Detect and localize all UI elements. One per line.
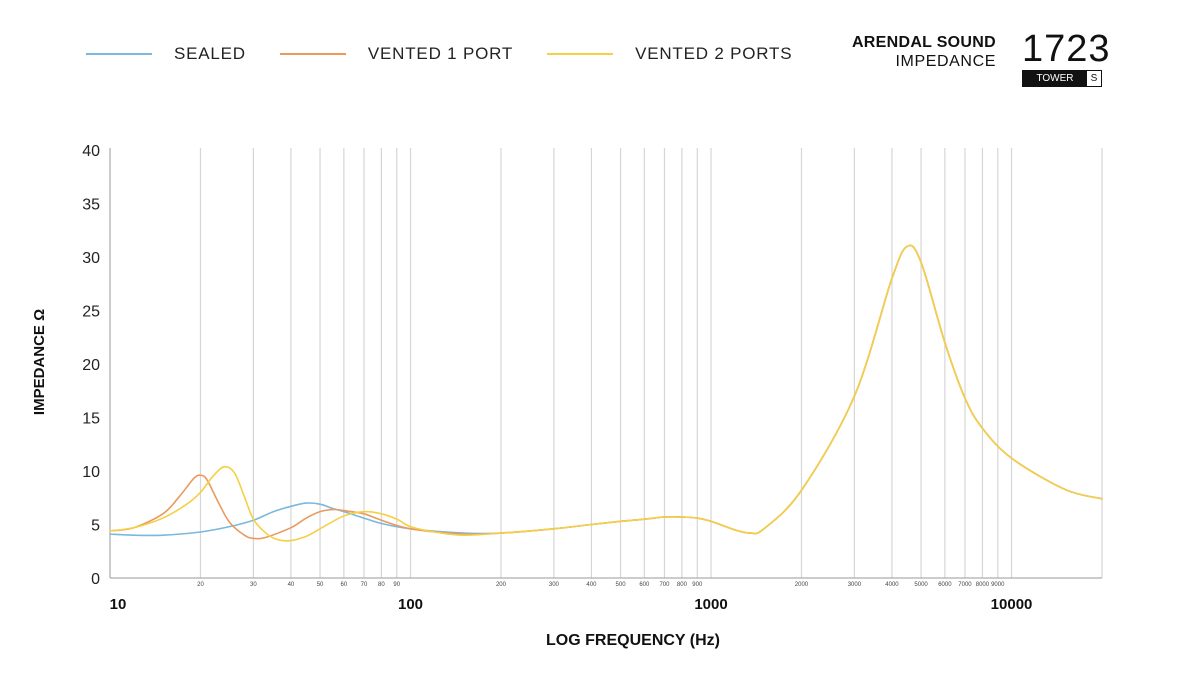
x-major-tick-label-100: 100 [398,596,423,613]
legend-swatch-vented-2-ports [547,53,614,55]
x-minor-tick-label-70: 70 [361,582,368,588]
x-major-tick-label-10: 10 [110,596,127,613]
x-minor-tick-label-6000: 6000 [938,582,952,588]
x-major-tick-label-1000: 1000 [694,596,727,613]
model-tag-s: S [1087,71,1101,86]
x-minor-tick-label-200: 200 [496,582,507,588]
y-tick-label-20: 20 [82,357,100,374]
x-minor-tick-label-9000: 9000 [991,582,1005,588]
x-major-tick-label-10000: 10000 [991,596,1033,613]
x-minor-tick-label-5000: 5000 [914,582,928,588]
data-series [109,244,1103,542]
x-minor-tick-label-8000: 8000 [976,582,990,588]
x-minor-tick-label-60: 60 [341,582,348,588]
axes [109,148,1102,579]
x-minor-tick-label-2000: 2000 [795,582,809,588]
brand-name: ARENDAL SOUND [851,34,996,51]
legend-label-sealed: SEALED [174,44,246,63]
x-minor-tick-label-300: 300 [549,582,560,588]
model-tags: TOWER S [1022,70,1102,87]
model-tag-tower: TOWER [1023,71,1087,86]
legend-item-sealed: SEALED [86,44,246,64]
x-minor-tick-label-3000: 3000 [848,582,862,588]
model-badge: 1723 TOWER S [1022,28,1111,87]
grid-lines [199,148,1103,578]
y-tick-label-10: 10 [82,464,100,481]
x-tick-labels: 20 30 40 50 60 70 80 90 200 300 400 500 600 700 800 900… [110,582,1033,613]
x-minor-tick-label-50: 50 [317,582,324,588]
x-minor-tick-label-90: 90 [393,582,400,588]
series-line-sealed [109,244,1103,537]
x-minor-tick-label-800: 800 [677,582,688,588]
y-tick-label-5: 5 [91,518,100,535]
x-minor-tick-label-4000: 4000 [885,582,899,588]
y-tick-label-15: 15 [82,411,100,428]
legend-item-vented-1-port: VENTED 1 PORT [279,44,514,64]
x-minor-tick-label-80: 80 [378,582,385,588]
y-tick-label-0: 0 [91,571,100,588]
x-minor-tick-label-20: 20 [197,582,204,588]
y-tick-label-35: 35 [82,197,100,214]
legend-swatch-sealed [86,53,152,55]
x-minor-tick-label-30: 30 [250,582,257,588]
x-minor-tick-label-500: 500 [616,582,627,588]
model-number: 1723 [1022,28,1111,70]
x-minor-tick-label-900: 900 [692,582,703,588]
legend-label-vented-1-port: VENTED 1 PORT [367,44,514,63]
brand-block: ARENDAL SOUND IMPEDANCE [852,34,996,71]
x-minor-tick-label-7000: 7000 [958,582,972,588]
y-tick-label-40: 40 [82,143,100,160]
y-tick-label-30: 30 [82,250,100,267]
legend-item-vented-2-ports: VENTED 2 PORTS [547,44,792,64]
chart-subtitle: IMPEDANCE [895,53,996,70]
y-tick-labels: 0 5 10 15 20 25 30 35 40 [82,143,100,588]
series-line-vented-1-port [109,244,1103,540]
y-axis-label: IMPEDANCE Ω [31,309,48,415]
x-minor-tick-label-40: 40 [288,582,295,588]
series-line-vented-2-ports [109,244,1103,542]
x-minor-tick-label-600: 600 [639,582,650,588]
legend-swatch-vented-1-port [279,53,346,55]
x-minor-tick-label-400: 400 [586,582,597,588]
legend-label-vented-2-ports: VENTED 2 PORTS [635,44,793,63]
y-tick-label-25: 25 [82,304,100,321]
chart-legend: SEALED VENTED 1 PORT VENTED 2 PORTS [86,44,826,64]
x-axis-label: LOG FREQUENCY (Hz) [546,632,720,649]
x-minor-tick-label-700: 700 [659,582,670,588]
